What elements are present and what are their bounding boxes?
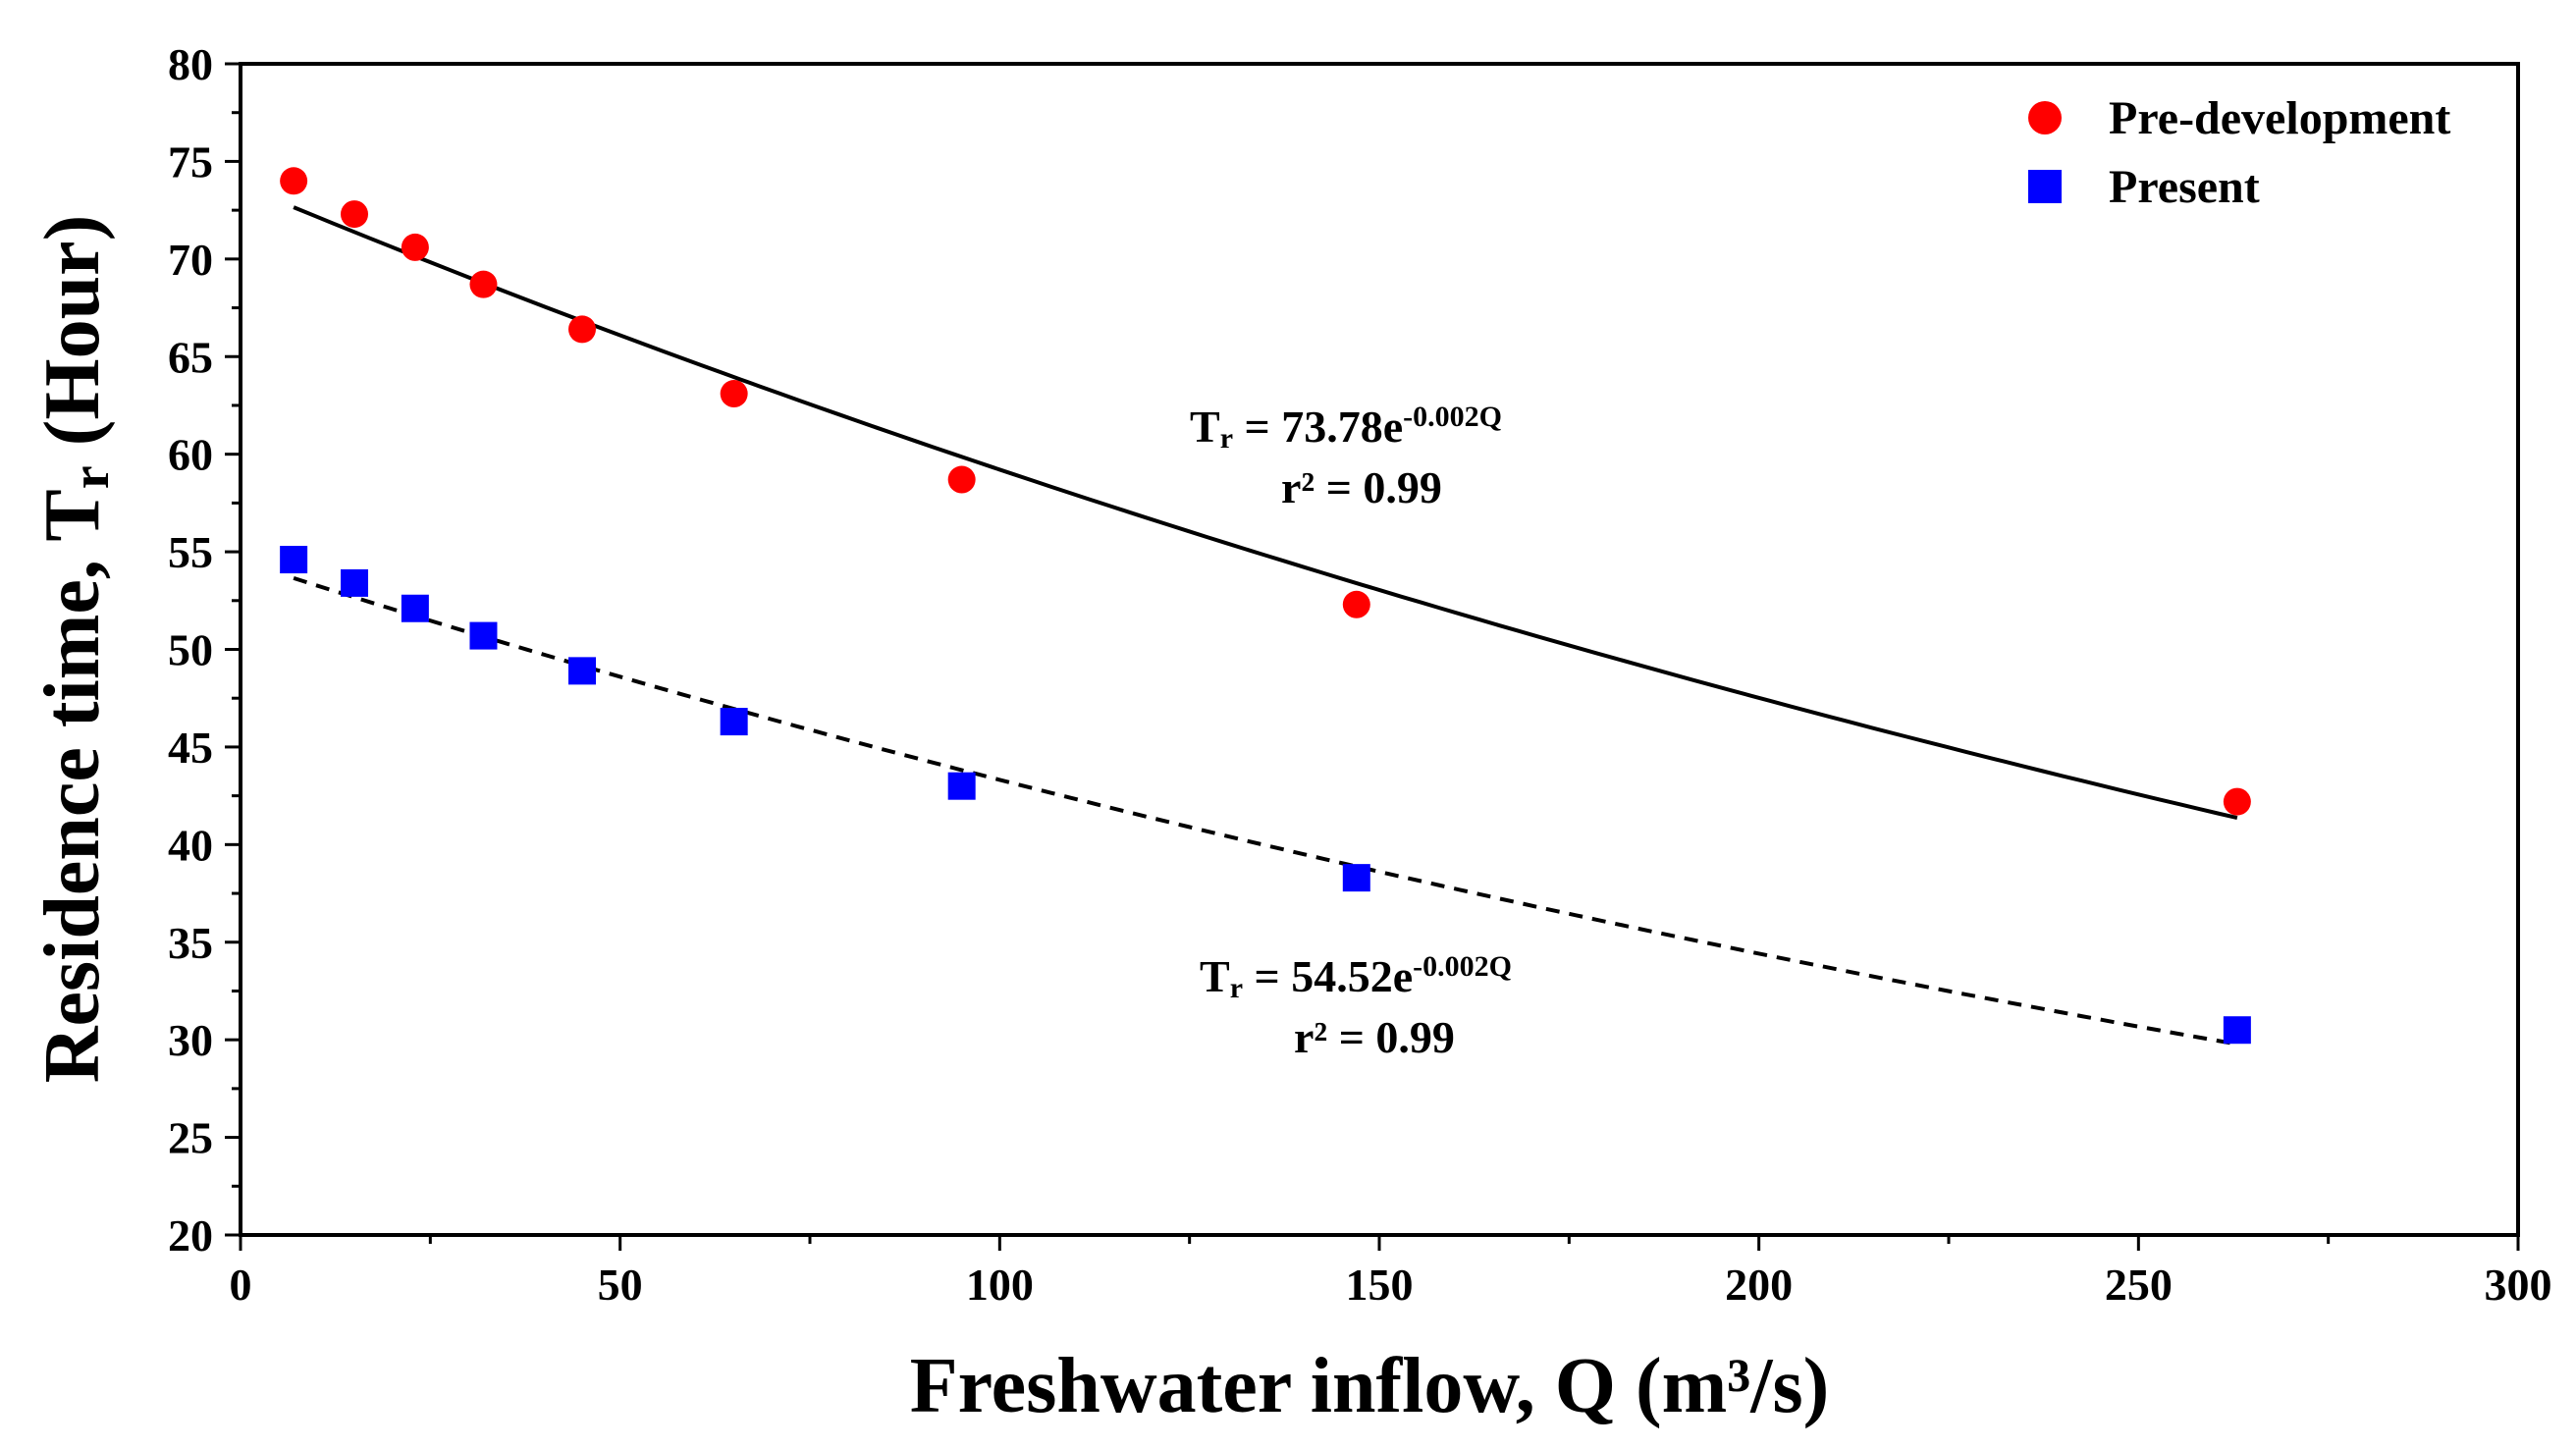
data-point-present	[469, 621, 498, 650]
legend-marker-present	[2028, 170, 2062, 203]
legend-label-present: Present	[2109, 161, 2260, 213]
data-point-pre-development	[947, 465, 976, 494]
x-tick-label: 300	[2485, 1260, 2552, 1310]
y-axis-ticks: 20 25 30 35 40 45 50 55 60 65 70 75 80	[168, 39, 241, 1261]
y-tick-label: 80	[168, 39, 213, 89]
x-tick-label: 0	[230, 1260, 252, 1310]
y-tick-label: 60	[168, 430, 213, 480]
data-point-present	[341, 568, 368, 597]
data-point-pre-development	[469, 270, 498, 298]
fit-lines	[293, 205, 2238, 1046]
data-point-present	[280, 546, 308, 574]
data-point-pre-development	[720, 380, 748, 408]
data-point-present	[568, 657, 596, 685]
fit-equation-present: Tr = 54.52e-0.002Q	[1200, 950, 1512, 1004]
fit-curve-pre-development	[293, 205, 2238, 821]
y-tick-label: 20	[168, 1210, 213, 1261]
x-tick-label: 150	[1346, 1260, 1414, 1310]
x-tick-label: 100	[966, 1260, 1034, 1310]
y-tick-label: 40	[168, 820, 213, 870]
y-tick-label: 65	[168, 332, 213, 382]
x-tick-label: 250	[2105, 1260, 2173, 1310]
data-point-pre-development	[2223, 787, 2251, 816]
data-point-present	[2223, 1016, 2251, 1045]
data-point-pre-development	[280, 167, 308, 195]
data-point-present	[1342, 864, 1370, 892]
data-point-pre-development	[1342, 590, 1370, 618]
y-tick-label: 55	[168, 527, 213, 577]
fit-curve-present	[293, 575, 2238, 1046]
y-tick-label: 35	[168, 918, 213, 968]
y-tick-label: 45	[168, 723, 213, 773]
x-axis-title: Freshwater inflow, Q (m³/s)	[910, 1343, 1829, 1429]
fit-annotation-present: Tr = 54.52e-0.002Q r² = 0.99	[1200, 950, 1512, 1062]
legend: Pre-development Present	[2028, 92, 2450, 213]
y-tick-label: 50	[168, 625, 213, 675]
y-tick-label: 25	[168, 1113, 213, 1163]
data-point-present	[947, 772, 976, 800]
y-tick-label: 70	[168, 235, 213, 285]
data-point-pre-development	[401, 233, 429, 261]
y-tick-label: 30	[168, 1015, 213, 1065]
data-point-present	[401, 594, 429, 622]
data-point-present	[720, 708, 748, 736]
data-points	[280, 167, 2251, 1045]
fit-equation-pre-development: Tr = 73.78e-0.002Q	[1190, 401, 1502, 455]
fit-r-squared-present: r² = 0.99	[1294, 1012, 1455, 1062]
x-tick-label: 200	[1725, 1260, 1793, 1310]
x-axis-ticks: 0 50 100 150 200 250 300	[230, 1235, 2552, 1310]
legend-marker-pre-development	[2028, 101, 2062, 134]
data-point-pre-development	[341, 200, 368, 229]
x-tick-label: 50	[598, 1260, 643, 1310]
data-point-pre-development	[568, 315, 596, 344]
legend-label-pre-development: Pre-development	[2109, 92, 2450, 144]
y-tick-label: 75	[168, 136, 213, 187]
fit-r-squared-pre-development: r² = 0.99	[1281, 462, 1442, 512]
fit-annotation-pre-development: Tr = 73.78e-0.002Q r² = 0.99	[1190, 401, 1502, 512]
y-axis-title: Residence time, Tr (Hour)	[29, 215, 120, 1084]
